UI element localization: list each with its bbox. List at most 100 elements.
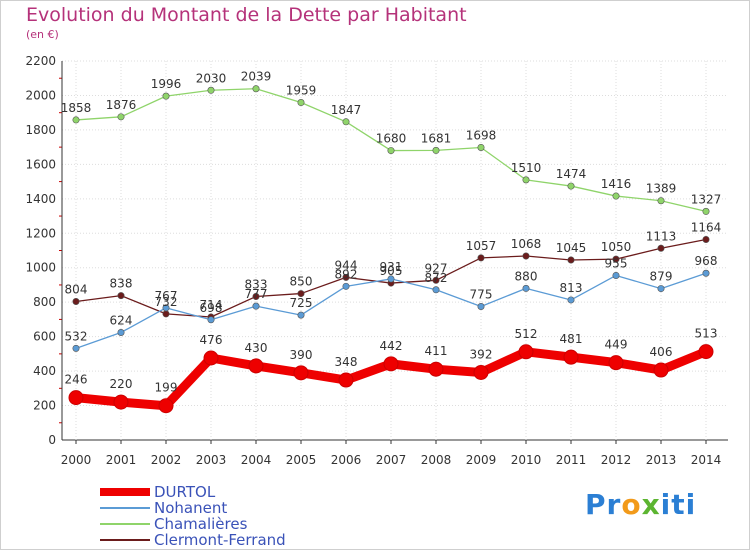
x-tick-label: 2003 [196, 453, 227, 467]
data-point [162, 304, 170, 312]
data-point [432, 276, 440, 284]
data-label: 777 [245, 287, 268, 301]
data-label: 430 [245, 341, 268, 355]
data-point [563, 349, 579, 365]
chart-subtitle: (en €) [26, 28, 59, 41]
data-point [612, 271, 620, 279]
data-point [698, 344, 714, 360]
data-point [297, 99, 305, 107]
logo-part-4: iti [660, 488, 697, 521]
logo-part-2: o [621, 488, 642, 521]
y-tick-label: 1600 [25, 157, 56, 171]
data-label: 732 [155, 295, 178, 309]
legend-label: Chamalières [154, 515, 248, 533]
data-point [72, 116, 80, 124]
data-point [72, 344, 80, 352]
x-tick-label: 2000 [61, 453, 92, 467]
y-tick-label: 1800 [25, 123, 56, 137]
data-point [203, 350, 219, 366]
data-point [342, 273, 350, 281]
data-label: 850 [290, 275, 313, 289]
data-point [158, 398, 174, 414]
x-tick-label: 2005 [286, 453, 317, 467]
x-tick-label: 2013 [646, 453, 677, 467]
data-point [117, 329, 125, 337]
x-tick-label: 2009 [466, 453, 497, 467]
data-point [387, 275, 395, 283]
data-label: 1113 [646, 229, 677, 243]
data-point [297, 290, 305, 298]
data-label: 1327 [691, 192, 722, 206]
data-point [657, 197, 665, 205]
data-point [522, 252, 530, 260]
data-label: 767 [155, 289, 178, 303]
x-tick-label: 2002 [151, 453, 182, 467]
x-tick-label: 2007 [376, 453, 407, 467]
x-tick-label: 2008 [421, 453, 452, 467]
data-point [338, 372, 354, 388]
data-label: 833 [245, 277, 268, 291]
data-label: 390 [290, 348, 313, 362]
data-point [518, 344, 534, 360]
data-point [162, 92, 170, 100]
data-point [387, 147, 395, 155]
data-point [477, 143, 485, 151]
data-label: 775 [470, 287, 493, 301]
legend-swatch [100, 507, 150, 509]
data-point [252, 302, 260, 310]
y-tick-label: 400 [33, 364, 56, 378]
x-tick-label: 2004 [241, 453, 272, 467]
data-label: 1876 [106, 98, 137, 112]
data-label: 1858 [61, 101, 92, 115]
data-label: 944 [335, 258, 358, 272]
data-point [252, 85, 260, 93]
data-label: 1050 [601, 240, 632, 254]
data-label: 512 [515, 327, 538, 341]
y-tick-label: 2000 [25, 88, 56, 102]
data-point [522, 176, 530, 184]
data-point [72, 297, 80, 305]
data-label: 1959 [286, 84, 317, 98]
data-label: 1510 [511, 161, 542, 175]
data-point [612, 255, 620, 263]
data-point [248, 358, 264, 374]
data-label: 804 [65, 282, 88, 296]
data-label: 892 [335, 267, 358, 281]
data-label: 813 [560, 281, 583, 295]
y-tick-label: 1200 [25, 226, 56, 240]
data-point [432, 146, 440, 154]
data-point [342, 282, 350, 290]
data-label: 2030 [196, 71, 227, 85]
data-point [207, 316, 215, 324]
data-label: 1680 [376, 132, 407, 146]
data-point [342, 118, 350, 126]
data-label: 872 [425, 271, 448, 285]
data-point [117, 292, 125, 300]
data-point [162, 310, 170, 318]
data-point [383, 356, 399, 372]
data-point [432, 286, 440, 294]
x-tick-label: 2012 [601, 453, 632, 467]
data-label: 714 [200, 298, 223, 312]
y-tick-label: 200 [33, 399, 56, 413]
data-point [702, 269, 710, 277]
y-tick-label: 800 [33, 295, 56, 309]
data-label: 1068 [511, 237, 542, 251]
data-point [608, 355, 624, 371]
data-label: 199 [155, 381, 178, 395]
data-label: 698 [200, 301, 223, 315]
data-point [657, 285, 665, 293]
data-point [657, 244, 665, 252]
data-label: 406 [650, 345, 673, 359]
data-label: 1847 [331, 103, 362, 117]
chart-title: Evolution du Montant de la Dette par Hab… [26, 4, 467, 26]
y-tick-label: 1400 [25, 192, 56, 206]
logo-part-1: Pr [585, 488, 622, 521]
x-tick-label: 2011 [556, 453, 587, 467]
x-tick-label: 2006 [331, 453, 362, 467]
data-label: 1416 [601, 177, 632, 191]
data-point [522, 284, 530, 292]
y-tick-label: 1000 [25, 261, 56, 275]
legend-label: DURTOL [154, 483, 216, 501]
